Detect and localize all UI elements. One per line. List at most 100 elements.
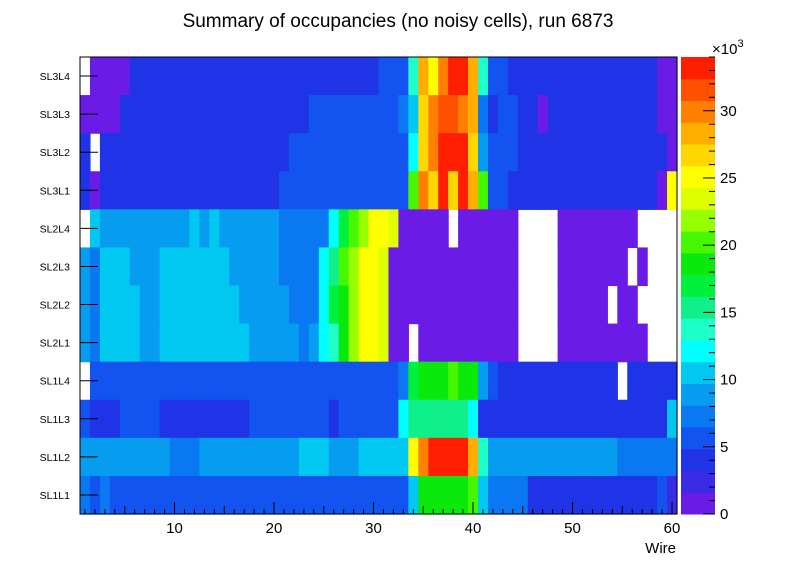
heatmap-cell [458, 171, 469, 210]
heatmap-cell [298, 95, 310, 134]
heatmap-cell [607, 95, 618, 134]
heatmap-cell [348, 475, 360, 515]
heatmap-cell [368, 437, 380, 477]
heatmap-cell [537, 57, 549, 96]
heatmap-cell [298, 285, 310, 325]
heatmap-cell [597, 475, 608, 515]
heatmap-cell [537, 437, 549, 477]
heatmap-cell [547, 361, 559, 401]
heatmap-cell [647, 57, 658, 96]
heatmap-cell [647, 361, 658, 401]
heatmap-cell [318, 285, 330, 325]
heatmap-cell [338, 437, 350, 477]
heatmap-cell [567, 57, 579, 96]
heatmap-cell [159, 475, 171, 515]
heatmap-cell [657, 171, 668, 210]
heatmap-cell [279, 361, 290, 401]
heatmap-cell [318, 57, 330, 96]
heatmap-cell [478, 399, 489, 439]
heatmap-cell [348, 57, 360, 96]
heatmap-cell [637, 95, 648, 134]
heatmap-cell [328, 171, 340, 210]
heatmap-cell [358, 171, 370, 210]
heatmap-cell [249, 323, 260, 363]
heatmap-cell [139, 57, 151, 96]
heatmap-cell [497, 475, 509, 515]
heatmap-cell [517, 361, 529, 401]
heatmap-cell [617, 209, 628, 249]
heatmap-cell [269, 361, 280, 401]
heatmap-cell [239, 247, 250, 287]
heatmap-cell [487, 323, 499, 363]
heatmap-cell [567, 171, 579, 210]
heatmap-cell [547, 399, 559, 439]
heatmap-cell [388, 437, 399, 477]
heatmap-cell [547, 95, 559, 134]
heatmap-cell [458, 95, 469, 134]
heatmap-cell [368, 209, 380, 249]
heatmap-cell [468, 437, 479, 477]
heatmap-cell [577, 247, 589, 287]
heatmap-cell [358, 399, 370, 439]
heatmap-cell [468, 399, 479, 439]
heatmap-cell [179, 247, 191, 287]
heatmap-cell [497, 171, 509, 210]
heatmap-cell [507, 133, 519, 172]
heatmap-cell [209, 361, 220, 401]
heatmap-cell [179, 171, 191, 210]
heatmap-cell [527, 361, 539, 401]
color-scale-swatch [681, 296, 715, 319]
heatmap-cell [328, 95, 340, 134]
heatmap-cell [348, 285, 360, 325]
heatmap-cell [537, 95, 549, 134]
heatmap-cell [239, 475, 250, 515]
heatmap-cell [627, 437, 638, 477]
heatmap-cell [607, 475, 618, 515]
heatmap-cell [139, 95, 151, 134]
heatmap-cell [219, 57, 230, 96]
heatmap-cell [398, 437, 409, 477]
heatmap-cell [428, 247, 439, 287]
heatmap-cell [219, 399, 230, 439]
heatmap-cell [99, 133, 111, 172]
heatmap-cell [249, 133, 260, 172]
heatmap-cell [557, 437, 569, 477]
heatmap-cell [587, 95, 598, 134]
heatmap-cell [468, 171, 479, 210]
heatmap-cell [298, 247, 310, 287]
heatmap-cell [189, 133, 200, 172]
heatmap-cell [557, 95, 569, 134]
heatmap-cell [308, 361, 320, 401]
heatmap-cell [308, 323, 320, 363]
heatmap-cell [497, 361, 509, 401]
heatmap-cell [507, 399, 519, 439]
heatmap-cell [338, 399, 350, 439]
heatmap-cell [129, 323, 141, 363]
heatmap-cell [119, 323, 131, 363]
heatmap-cell [428, 171, 439, 210]
color-tick-label: 20 [720, 237, 737, 254]
color-tick-label: 30 [720, 103, 737, 120]
heatmap-cell [607, 399, 618, 439]
heatmap-cell [487, 437, 499, 477]
heatmap-cell [408, 133, 419, 172]
heatmap-cell [99, 285, 111, 325]
heatmap-cell [507, 475, 519, 515]
heatmap-cell [428, 475, 439, 515]
heatmap-cell [269, 57, 280, 96]
heatmap-cell [478, 361, 489, 401]
heatmap-cell [259, 399, 270, 439]
heatmap-cell [169, 437, 181, 477]
heatmap-cell [139, 475, 151, 515]
heatmap-cell [239, 209, 250, 249]
heatmap-cell [109, 361, 121, 401]
heatmap-cell [159, 171, 171, 210]
heatmap-cell [279, 209, 290, 249]
heatmap-cell [328, 247, 340, 287]
color-tick-label: 5 [720, 439, 728, 456]
heatmap-cell [537, 361, 549, 401]
heatmap-cell [348, 95, 360, 134]
heatmap-cell [139, 361, 151, 401]
heatmap-cell [577, 95, 589, 134]
heatmap-cell [627, 399, 638, 439]
